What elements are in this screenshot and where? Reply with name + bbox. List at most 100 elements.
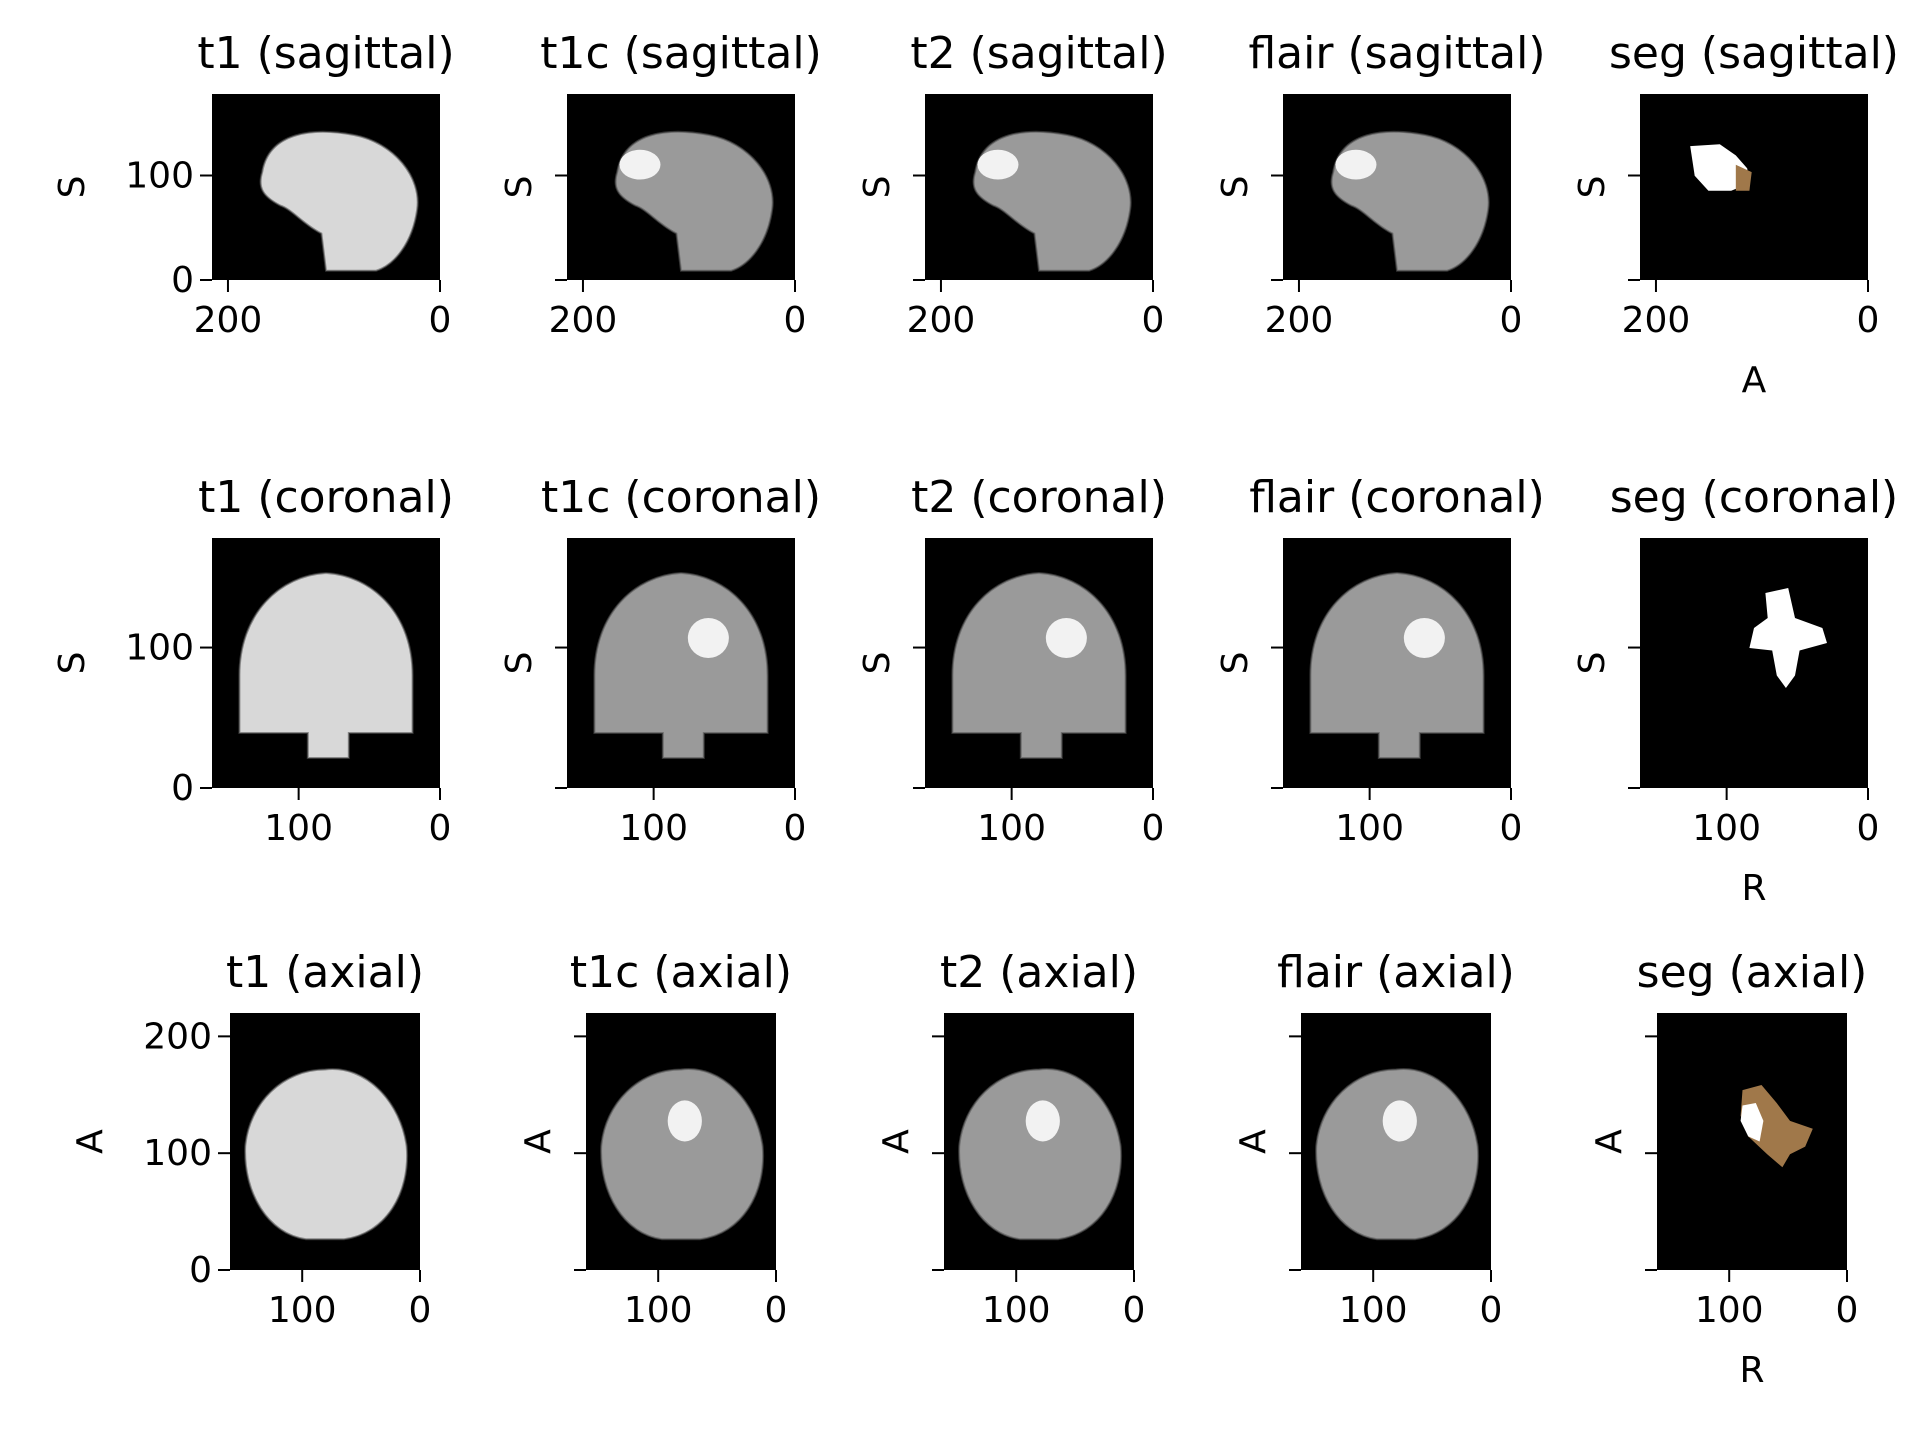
brain-slice-outline <box>614 130 774 272</box>
x-tick-label: 0 <box>1123 1290 1146 1331</box>
x-tick-label: 0 <box>1480 1290 1503 1331</box>
seg-region-white <box>1749 588 1827 688</box>
lesion-highlight <box>619 149 661 180</box>
panel-title: t2 (axial) <box>940 947 1138 998</box>
x-tick-label: 200 <box>1265 300 1334 341</box>
x-axis-label: A <box>1742 360 1767 401</box>
panel-sagittal-seg: seg (sagittal) S 200 0 A <box>1572 28 1899 401</box>
panel-coronal-t1c: t1c (coronal) S 100 0 <box>499 472 821 849</box>
lesion-highlight <box>977 149 1019 180</box>
x-tick-label: 0 <box>1142 808 1165 849</box>
lesion-highlight <box>1025 1100 1060 1142</box>
y-axis-label: S <box>1572 652 1613 675</box>
x-tick-label: 100 <box>982 1290 1051 1331</box>
x-tick-label: 0 <box>409 1290 432 1331</box>
x-tick-label: 0 <box>1836 1290 1859 1331</box>
x-tick-label: 100 <box>268 1290 337 1331</box>
image-background <box>1640 538 1868 788</box>
brain-slice-outline <box>244 1068 409 1241</box>
brain-slice <box>594 573 768 758</box>
x-tick-label: 0 <box>765 1290 788 1331</box>
brain-slice <box>959 1069 1122 1240</box>
brain-slice <box>260 131 418 271</box>
brain-slice-outline <box>238 571 414 759</box>
panel-title: t1 (axial) <box>226 947 424 998</box>
brain-slice-outline <box>1315 1068 1480 1241</box>
x-tick-label: 0 <box>429 300 452 341</box>
y-axis-label: S <box>1215 652 1256 675</box>
x-tick-label: 200 <box>907 300 976 341</box>
brain-slice <box>1310 573 1484 758</box>
brain-slice <box>239 573 413 758</box>
brain-slice-outline <box>958 1068 1123 1241</box>
x-tick-label: 0 <box>1500 300 1523 341</box>
panel-axial-t1c: t1c (axial) A 100 0 <box>518 947 792 1331</box>
x-tick-label: 100 <box>1339 1290 1408 1331</box>
x-tick-label: 0 <box>784 808 807 849</box>
y-axis-label: A <box>518 1129 559 1154</box>
panel-title: flair (sagittal) <box>1248 28 1545 79</box>
y-axis-label: S <box>52 652 93 675</box>
y-axis-label: S <box>499 652 540 675</box>
y-axis-label: S <box>52 176 93 199</box>
y-axis-label: S <box>1572 176 1613 199</box>
x-tick-label: 100 <box>1692 808 1761 849</box>
y-tick-label: 0 <box>171 260 194 301</box>
y-axis-label: A <box>70 1129 111 1154</box>
panel-title: t1c (sagittal) <box>540 28 822 79</box>
panel-title: flair (axial) <box>1277 947 1515 998</box>
y-axis-label: A <box>1233 1129 1274 1154</box>
brain-slice-outline <box>972 130 1132 272</box>
y-axis-label: S <box>1215 176 1256 199</box>
brain-slice-outline <box>593 571 769 759</box>
seg-region-white <box>1690 144 1750 191</box>
x-tick-label: 0 <box>784 300 807 341</box>
y-tick-label: 0 <box>171 768 194 809</box>
panel-coronal-flair: flair (coronal) S 100 0 <box>1215 472 1545 849</box>
y-axis-label: S <box>857 176 898 199</box>
brain-slice-outline <box>1330 130 1490 272</box>
image-background <box>1640 94 1868 280</box>
x-tick-label: 200 <box>1622 300 1691 341</box>
lesion-highlight <box>1045 618 1087 658</box>
panel-coronal-seg: seg (coronal) S 100 0 R <box>1572 472 1898 909</box>
y-tick-label: 100 <box>125 156 194 197</box>
lesion-highlight <box>1382 1100 1417 1142</box>
brain-slice-outline <box>1309 571 1485 759</box>
seg-region-white <box>1740 1103 1764 1142</box>
x-axis-label: R <box>1741 868 1766 909</box>
panel-axial-t1: t1 (axial) 0 100 200 A 100 0 <box>70 947 431 1331</box>
lesion-highlight <box>687 618 729 658</box>
x-tick-label: 100 <box>1695 1290 1764 1331</box>
panel-title: t1 (sagittal) <box>197 28 454 79</box>
panel-axial-seg: seg (axial) A 100 0 R <box>1589 947 1867 1391</box>
brain-slice-outline <box>951 571 1127 759</box>
x-tick-label: 100 <box>619 808 688 849</box>
x-tick-label: 0 <box>1142 300 1165 341</box>
lesion-highlight <box>1403 618 1445 658</box>
y-tick-label: 200 <box>143 1016 212 1057</box>
seg-region-brown <box>1735 164 1752 191</box>
x-tick-label: 0 <box>1500 808 1523 849</box>
panel-sagittal-t2: t2 (sagittal) S 200 0 <box>857 28 1168 341</box>
x-tick-label: 100 <box>264 808 333 849</box>
panel-title: t2 (sagittal) <box>910 28 1167 79</box>
brain-slice-outline <box>600 1068 765 1241</box>
y-axis-label: A <box>1589 1129 1630 1154</box>
panel-title: seg (sagittal) <box>1609 28 1899 79</box>
panel-title: seg (axial) <box>1637 947 1868 998</box>
x-axis-label: R <box>1739 1350 1764 1391</box>
panel-axial-t2: t2 (axial) A 100 0 <box>876 947 1145 1331</box>
panel-title: seg (coronal) <box>1610 472 1898 523</box>
brain-slice <box>952 573 1126 758</box>
panel-title: flair (coronal) <box>1249 472 1545 523</box>
panel-sagittal-t1c: t1c (sagittal) S 200 0 <box>499 28 822 341</box>
image-background <box>1657 1013 1847 1270</box>
lesion-highlight <box>1335 149 1377 180</box>
x-tick-label: 0 <box>1857 300 1880 341</box>
x-tick-label: 100 <box>977 808 1046 849</box>
panel-axial-flair: flair (axial) A 100 0 <box>1233 947 1515 1331</box>
panel-title: t1c (axial) <box>570 947 792 998</box>
brain-slice <box>1316 1069 1479 1240</box>
